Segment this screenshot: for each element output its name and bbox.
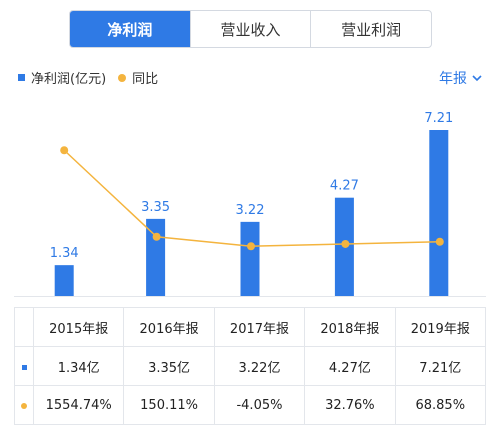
table-header-cell: 2019年报 xyxy=(394,307,487,347)
data-table: 2015年报 2016年报 2017年报 2018年报 2019年报 1.34亿… xyxy=(14,307,487,425)
table-cell: 4.27亿 xyxy=(304,346,396,386)
bar xyxy=(429,130,449,296)
tab-net-profit[interactable]: 净利润 xyxy=(70,11,190,47)
bar-legend-marker xyxy=(18,74,25,81)
table-header-cell: 2015年报 xyxy=(32,307,125,347)
table-cell: 68.85% xyxy=(394,385,487,425)
bar-data-label: 7.21 xyxy=(424,111,453,126)
yoy-point xyxy=(435,237,444,246)
line-legend-label: 同比 xyxy=(132,72,159,87)
line-row-icon-cell xyxy=(14,385,34,425)
yoy-point xyxy=(60,146,69,155)
tab-revenue[interactable]: 营业收入 xyxy=(189,11,311,47)
bar-data-label: 4.27 xyxy=(330,179,359,194)
table-header-cell: 2018年报 xyxy=(304,307,396,347)
yoy-point xyxy=(341,239,350,248)
metric-tabs: 净利润 营业收入 营业利润 xyxy=(69,10,432,48)
period-selector-label: 年报 xyxy=(439,71,467,87)
bar-row-icon-cell xyxy=(14,346,34,386)
bar-marker-icon xyxy=(21,364,27,370)
table-row-yoy: 1554.74% 150.11% -4.05% 32.76% 68.85% xyxy=(14,385,487,425)
table-row-net-profit: 1.34亿 3.35亿 3.22亿 4.27亿 7.21亿 xyxy=(14,346,487,386)
chart-canvas: 1.34 3.35 3.22 4.27 7.21 xyxy=(14,111,486,297)
bar xyxy=(146,218,166,296)
bar-legend-label: 净利润(亿元) xyxy=(31,72,107,87)
bar xyxy=(240,221,260,296)
table-header-cell: 2017年报 xyxy=(213,307,306,347)
period-selector[interactable]: 年报 xyxy=(439,68,482,88)
table-cell: 3.35亿 xyxy=(123,346,215,386)
line-marker-icon xyxy=(21,402,27,409)
bar-data-label: 3.22 xyxy=(236,203,265,218)
tab-operating-profit[interactable]: 营业利润 xyxy=(310,11,431,47)
table-cell: 3.22亿 xyxy=(213,346,306,386)
table-cell: 7.21亿 xyxy=(394,346,487,386)
line-legend-marker xyxy=(118,73,127,82)
table-header-row: 2015年报 2016年报 2017年报 2018年报 2019年报 xyxy=(14,307,487,347)
table-cell: 1554.74% xyxy=(32,385,125,425)
yoy-point xyxy=(152,232,161,241)
yoy-point xyxy=(247,242,255,251)
bar-data-label: 1.34 xyxy=(50,246,79,261)
chevron-down-icon xyxy=(472,74,482,81)
bar-data-label: 3.35 xyxy=(141,200,170,215)
table-header-cell: 2016年报 xyxy=(123,307,215,347)
chart-legend: 净利润(亿元) 同比 xyxy=(18,68,158,87)
header-icon-cell xyxy=(14,307,34,347)
table-cell: -4.05% xyxy=(213,385,306,425)
bar xyxy=(54,265,74,296)
table-cell: 1.34亿 xyxy=(32,346,125,386)
table-cell: 150.11% xyxy=(123,385,215,425)
table-cell: 32.76% xyxy=(304,385,396,425)
